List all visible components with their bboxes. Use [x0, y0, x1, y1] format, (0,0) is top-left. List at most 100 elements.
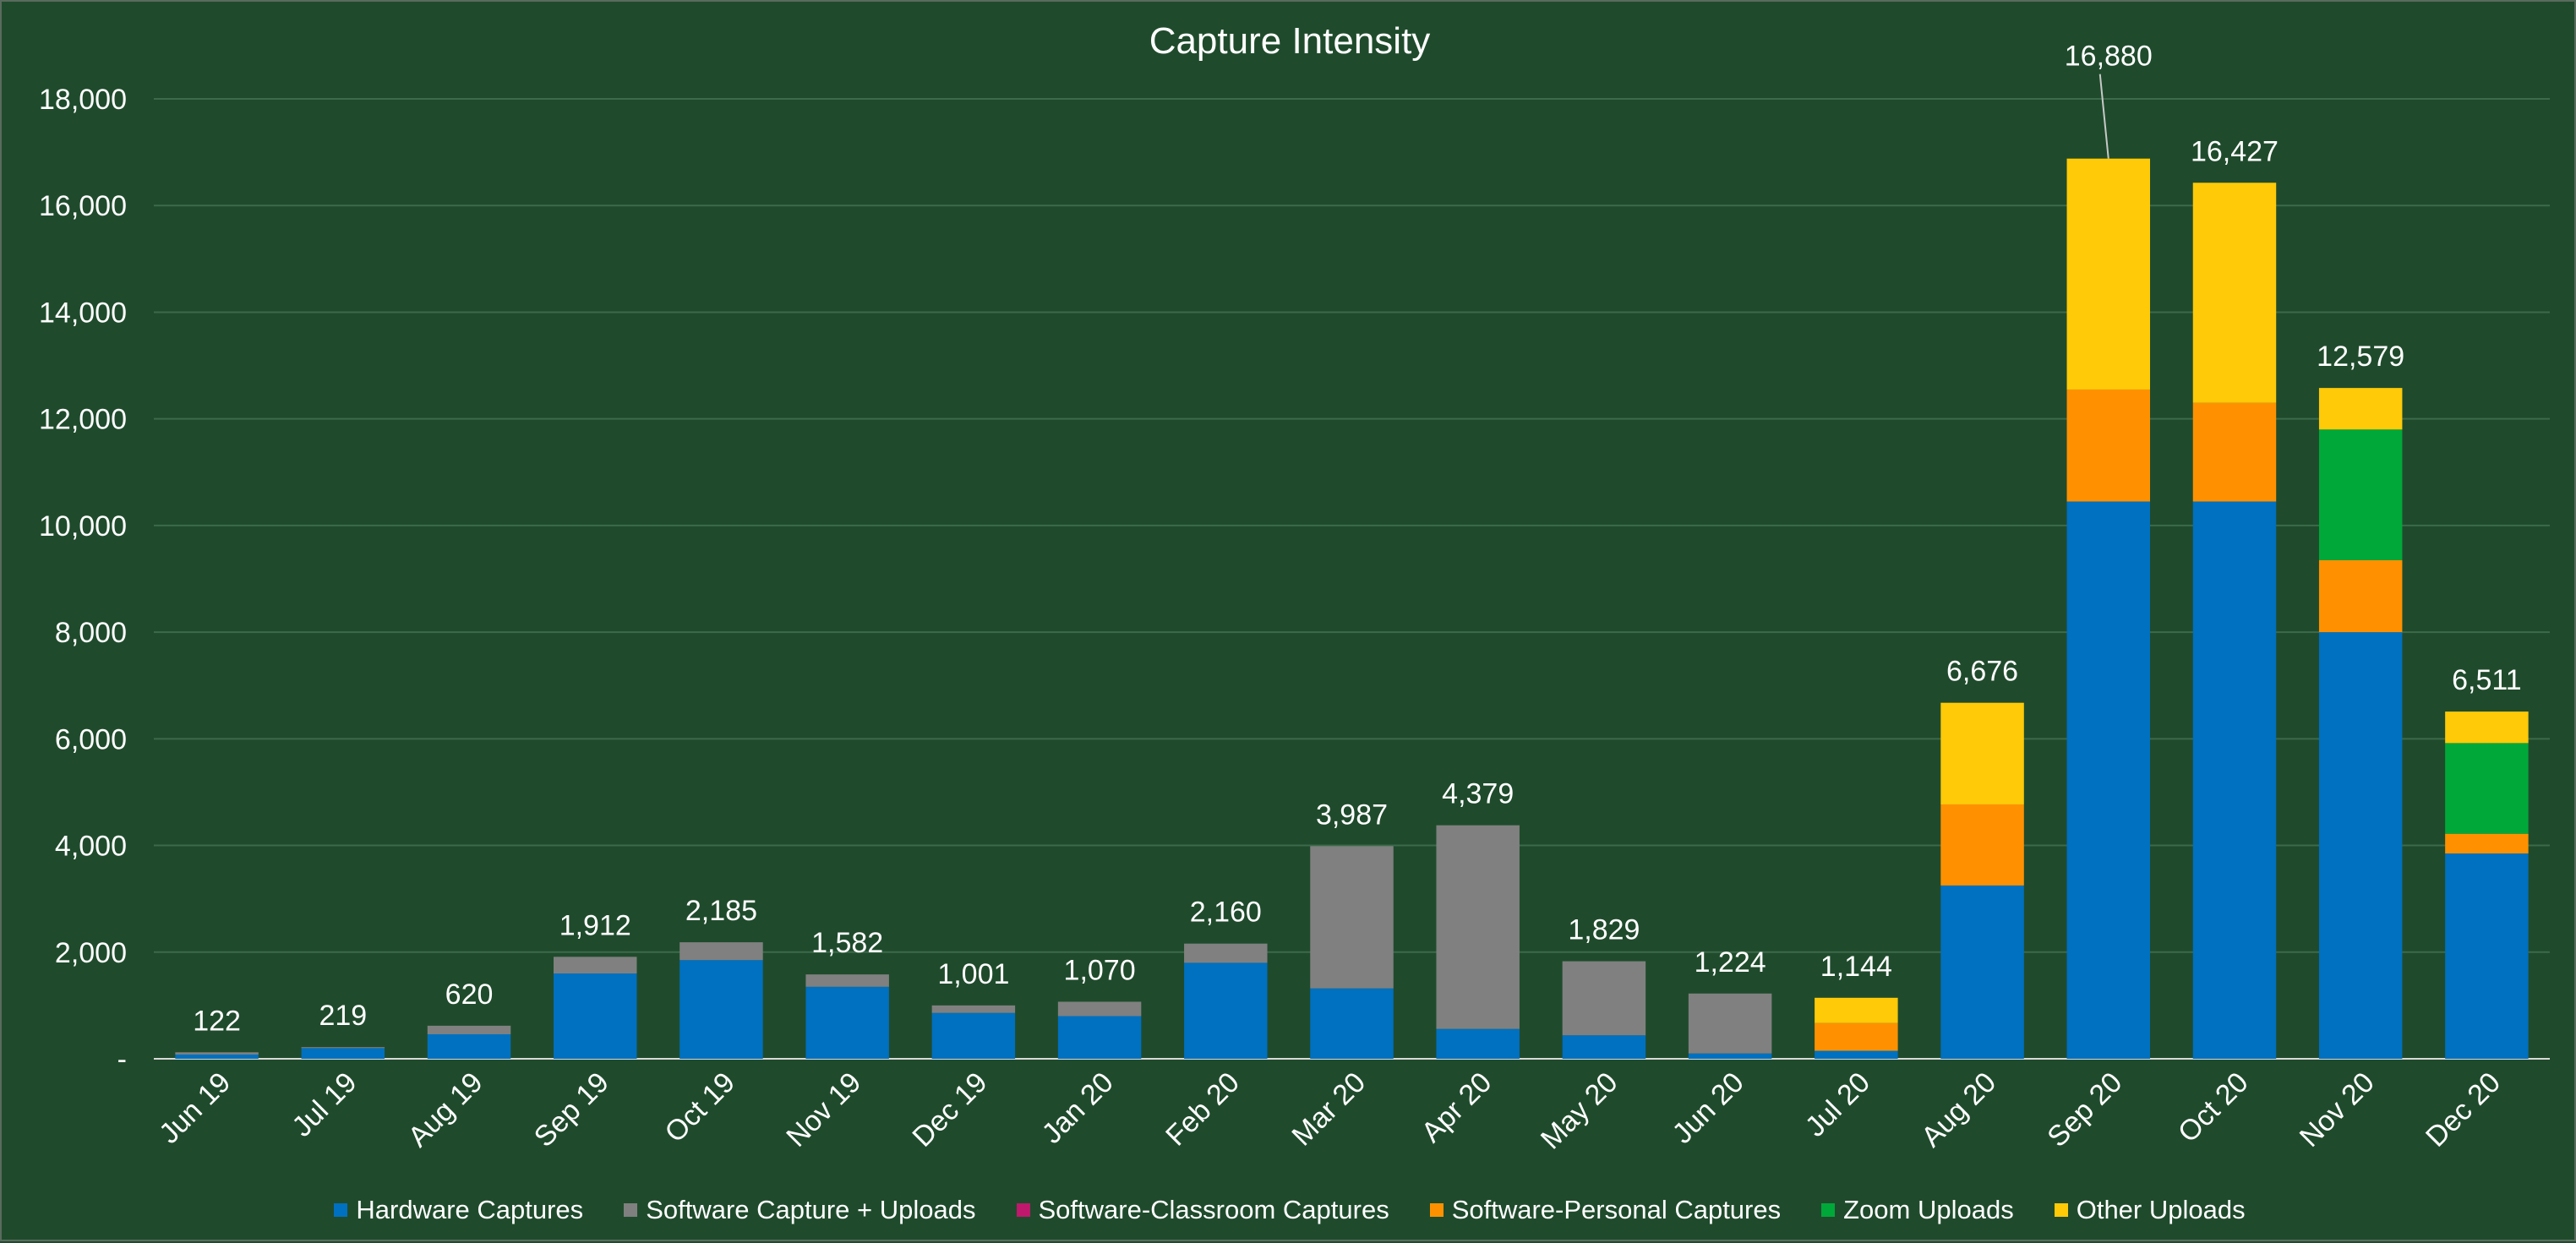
x-tick-label: Jul 19	[286, 1066, 363, 1143]
bar-segment	[1436, 1028, 1520, 1059]
total-data-label: 6,511	[2452, 664, 2522, 696]
label-leader-line	[2098, 74, 2109, 159]
legend-item: Other Uploads	[2054, 1195, 2246, 1225]
x-tick-label: Sep 20	[2041, 1066, 2128, 1153]
total-data-label: 4,379	[1442, 778, 1514, 810]
x-tick-label: Oct 19	[658, 1066, 741, 1149]
x-tick-label: Apr 20	[1416, 1066, 1498, 1149]
x-tick-label: Jan 20	[1036, 1066, 1120, 1150]
legend-item: Software-Personal Captures	[1429, 1195, 1782, 1225]
bar-segment	[2192, 183, 2277, 403]
x-tick-label: Aug 20	[1915, 1066, 2002, 1153]
bar-segment	[1940, 804, 2024, 886]
bar-segment	[1815, 997, 1898, 1023]
y-tick-label: -	[117, 1044, 127, 1076]
bar-segment	[1562, 961, 1646, 1036]
bar-segment	[1057, 1001, 1142, 1017]
total-data-label: 1,912	[559, 909, 631, 941]
bar-segment	[2318, 388, 2403, 430]
bar-segment	[1940, 702, 2024, 804]
legend-swatch	[1821, 1203, 1836, 1217]
y-tick-label: 10,000	[39, 510, 127, 542]
x-tick-label: Dec 20	[2420, 1066, 2507, 1153]
bar-segment	[1815, 1050, 1898, 1059]
bar-segment	[1688, 993, 1772, 1054]
y-tick-label: 6,000	[55, 723, 127, 755]
legend-swatch	[334, 1203, 348, 1217]
y-tick-label: 16,000	[39, 190, 127, 222]
total-data-label: 1,070	[1064, 954, 1136, 986]
bar-segment	[1436, 825, 1520, 1029]
bar-segment	[2192, 402, 2277, 502]
x-tick-label: Oct 20	[2172, 1066, 2255, 1149]
total-data-label: 2,160	[1190, 897, 1262, 929]
bar-segment	[2445, 743, 2529, 834]
total-data-label: 1,144	[1820, 951, 1892, 983]
bar-segment	[1562, 1035, 1646, 1059]
bar-segment	[805, 986, 889, 1059]
legend-swatch	[1429, 1203, 1444, 1217]
y-tick-label: 4,000	[55, 831, 127, 863]
legend-label: Other Uploads	[2076, 1195, 2246, 1224]
total-data-label: 6,676	[1946, 656, 2018, 688]
y-tick-label: 2,000	[55, 937, 127, 969]
y-tick-label: 12,000	[39, 404, 127, 436]
x-tick-label: May 20	[1535, 1066, 1624, 1156]
bar-segment	[1057, 1016, 1142, 1059]
bar-segment	[1688, 1053, 1772, 1059]
bar-segment	[1310, 846, 1394, 989]
legend-label: Software-Personal Captures	[1451, 1195, 1782, 1224]
x-tick-label: Aug 19	[402, 1066, 489, 1153]
bar-segment	[2445, 853, 2529, 1059]
bar-segment	[931, 1005, 1016, 1013]
bar-segment	[679, 960, 763, 1059]
legend-item: Hardware Captures	[334, 1195, 583, 1225]
x-tick-label: Jul 20	[1799, 1066, 1876, 1143]
x-tick-label: Jun 19	[153, 1066, 237, 1150]
bar-segment	[1184, 943, 1268, 963]
bar-segment	[427, 1025, 511, 1034]
x-tick-label: Feb 20	[1160, 1066, 1246, 1153]
bar-segment	[2192, 501, 2277, 1059]
x-tick-label: Mar 20	[1285, 1066, 1372, 1153]
legend-item: Software Capture + Uploads	[624, 1195, 976, 1225]
total-data-label: 1,829	[1568, 914, 1640, 946]
bar-segment	[1940, 885, 2024, 1059]
bar-segment	[301, 1048, 385, 1059]
legend-item: Zoom Uploads	[1821, 1195, 2014, 1225]
bar-segment	[679, 942, 763, 961]
total-data-label: 620	[445, 979, 494, 1011]
legend-item: Software-Classroom Captures	[1016, 1195, 1389, 1225]
bar-segment	[2318, 559, 2403, 633]
legend-label: Software Capture + Uploads	[646, 1195, 976, 1224]
bar-segment	[2445, 833, 2529, 854]
legend-swatch	[624, 1203, 638, 1217]
bar-segment	[175, 1052, 259, 1055]
x-tick-label: Nov 19	[780, 1066, 867, 1153]
y-tick-label: 18,000	[39, 84, 127, 116]
bar-segment	[931, 1012, 1016, 1059]
total-data-label: 1,224	[1695, 946, 1766, 979]
y-tick-label: 14,000	[39, 297, 127, 329]
legend-swatch	[1016, 1203, 1030, 1217]
legend-swatch	[2054, 1203, 2068, 1217]
x-tick-label: Dec 19	[906, 1066, 993, 1153]
legend-label: Hardware Captures	[356, 1195, 584, 1224]
chart-title: Capture Intensity	[1149, 20, 1431, 62]
bar-segment	[2066, 389, 2151, 502]
bar-segment	[2066, 501, 2151, 1059]
legend-label: Software-Classroom Captures	[1038, 1195, 1389, 1224]
bar-segment	[2445, 711, 2529, 744]
legend: Hardware Captures Software Capture + Uplo…	[2, 1195, 2576, 1225]
bar-segment	[1310, 988, 1394, 1059]
x-tick-label: Nov 20	[2294, 1066, 2381, 1153]
bar-segment	[427, 1033, 511, 1059]
x-tick-label: Jun 20	[1667, 1066, 1750, 1150]
total-data-label: 122	[193, 1005, 241, 1037]
bar-segment	[2318, 632, 2403, 1059]
total-data-label: 16,880	[2065, 41, 2153, 73]
bar-segment	[1184, 962, 1268, 1059]
bar-segment	[553, 973, 637, 1059]
total-data-label: 12,579	[2317, 341, 2404, 373]
